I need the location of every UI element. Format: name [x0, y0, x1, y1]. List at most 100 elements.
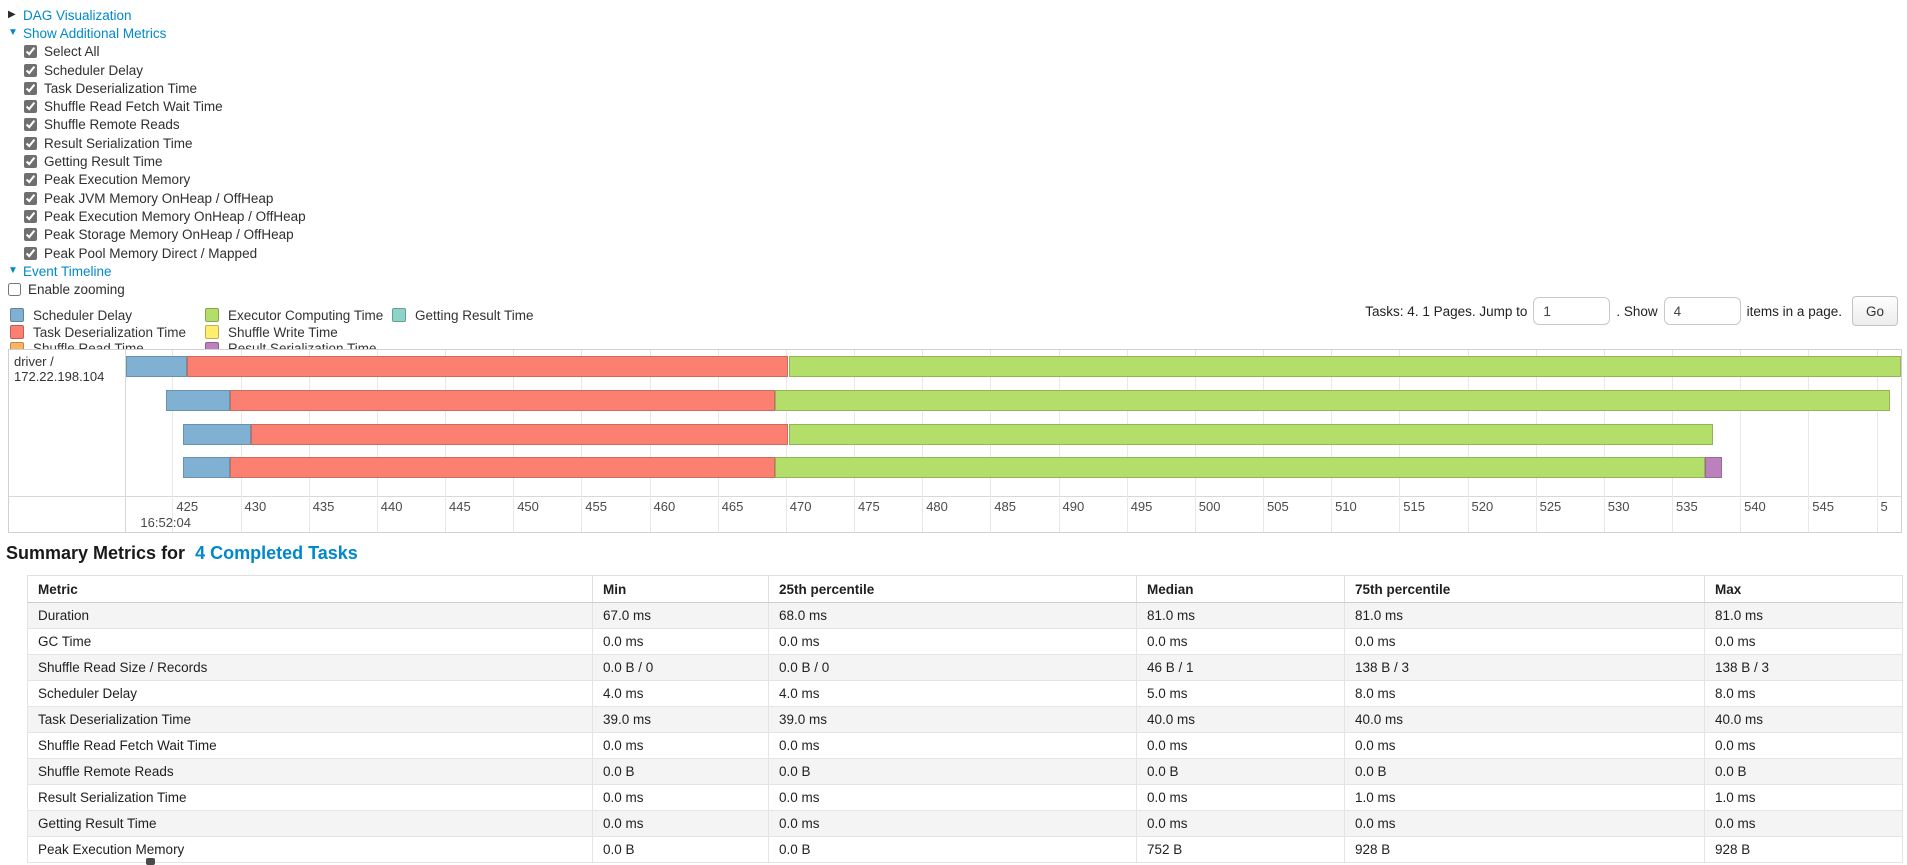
metric-checkbox-row: Peak Execution Memory — [24, 171, 306, 189]
go-button[interactable]: Go — [1851, 296, 1898, 326]
metric-checkbox[interactable] — [24, 228, 37, 242]
metric-checkbox[interactable] — [24, 136, 37, 150]
event-timeline-toggle[interactable]: ▼ Event Timeline — [8, 262, 306, 280]
metric-name-cell: Shuffle Read Fetch Wait Time — [27, 732, 593, 759]
axis-tick-label: 500 — [1198, 499, 1221, 514]
getting-result-swatch — [392, 308, 406, 323]
metric-checkbox-label: Peak Execution Memory OnHeap / OffHeap — [44, 208, 306, 224]
metric-checkbox-label: Task Deserialization Time — [44, 80, 198, 96]
metric-value-cell: 138 B / 3 — [1704, 654, 1903, 681]
show-additional-metrics-toggle[interactable]: ▼ Show Additional Metrics — [8, 24, 306, 42]
table-row: Shuffle Remote Reads 0.0 B 0.0 B 0.0 B 0.0 B… — [27, 758, 1903, 785]
metric-checkbox-row: Peak Execution Memory OnHeap / OffHeap — [24, 207, 306, 225]
executor-computing-segment[interactable] — [774, 390, 1891, 411]
metric-checkbox[interactable] — [24, 45, 37, 59]
summary-heading-prefix: Summary Metrics for — [6, 543, 186, 563]
metric-value-cell: 0.0 ms — [1136, 732, 1345, 759]
metric-checkbox-label: Getting Result Time — [44, 154, 163, 170]
metric-checkbox[interactable] — [24, 155, 37, 169]
metric-checkbox[interactable] — [24, 191, 37, 205]
scheduler-delay-segment[interactable] — [126, 356, 188, 377]
metric-checkbox-list: Select All Scheduler Delay Task Deserializ… — [8, 43, 306, 263]
metric-value-cell: 0.0 B — [1704, 758, 1903, 785]
metric-checkbox-row: Task Deserialization Time — [24, 79, 306, 97]
metric-value-cell: 0.0 ms — [1344, 628, 1705, 655]
metric-value-cell: 40.0 ms — [1136, 706, 1345, 733]
axis-tick-label: 525 — [1539, 499, 1562, 514]
jump-to-page-input[interactable] — [1533, 297, 1611, 325]
task-deserialization-segment[interactable] — [229, 457, 775, 478]
axis-tick-label: 480 — [926, 499, 948, 514]
executor-group-label: driver / 172.22.198.104 — [14, 354, 105, 384]
metric-value-cell: 0.0 ms — [592, 784, 769, 811]
expanded-arrow-icon: ▼ — [8, 265, 18, 277]
scheduler-delay-segment[interactable] — [183, 424, 252, 445]
scheduler-delay-segment[interactable] — [165, 390, 230, 411]
metric-checkbox[interactable] — [24, 246, 37, 260]
metric-value-cell: 0.0 ms — [1136, 784, 1345, 811]
task-deserialization-segment[interactable] — [187, 356, 789, 377]
stage-page-controls: ▶ DAG Visualization ▼ Show Additional Me… — [8, 6, 306, 299]
scheduler-delay-segment[interactable] — [183, 457, 230, 478]
items-per-page-input[interactable] — [1663, 297, 1741, 325]
enable-zooming-checkbox[interactable] — [8, 283, 21, 297]
task-deserialization-segment[interactable] — [251, 424, 789, 445]
metric-value-cell: 4.0 ms — [592, 680, 769, 707]
executor-computing-segment[interactable] — [774, 457, 1705, 478]
timeline-label-separator — [125, 350, 126, 532]
legend-label: Task Deserialization Time — [33, 324, 187, 340]
axis-tick-label: 515 — [1403, 499, 1425, 514]
metric-checkbox[interactable] — [24, 100, 37, 114]
metric-value-cell: 81.0 ms — [1344, 602, 1705, 629]
completed-tasks-link[interactable]: 4 Completed Tasks — [195, 543, 358, 563]
metric-checkbox-row: Shuffle Read Fetch Wait Time — [24, 97, 306, 115]
metric-checkbox[interactable] — [24, 173, 37, 187]
metric-checkbox[interactable] — [24, 81, 37, 95]
axis-tick-label: 505 — [1267, 499, 1289, 514]
metric-value-cell: 0.0 B / 0 — [768, 654, 1137, 681]
task-pagination: Tasks: 4. 1 Pages. Jump to . Show items … — [1365, 296, 1898, 326]
metric-value-cell: 0.0 B — [592, 836, 769, 863]
task-deserialization-segment[interactable] — [229, 390, 775, 411]
dag-visualization-toggle[interactable]: ▶ DAG Visualization — [8, 6, 306, 24]
metric-value-cell: 40.0 ms — [1704, 706, 1903, 733]
show-additional-metrics-label: Show Additional Metrics — [23, 25, 167, 41]
result-serialization-segment[interactable] — [1704, 457, 1723, 478]
metric-value-cell: 0.0 ms — [1704, 732, 1903, 759]
executor-computing-segment[interactable] — [788, 424, 1713, 445]
metric-checkbox[interactable] — [24, 118, 37, 132]
metric-value-cell: 0.0 ms — [592, 732, 769, 759]
metric-checkbox-label: Peak JVM Memory OnHeap / OffHeap — [44, 190, 274, 206]
metric-value-cell: 0.0 ms — [1704, 810, 1903, 837]
axis-gridline — [172, 350, 174, 532]
executor-computing-segment[interactable] — [788, 356, 1901, 377]
axis-gridline — [1740, 350, 1742, 532]
column-header: Min — [592, 575, 769, 603]
axis-tick-label: 425 — [176, 499, 199, 514]
legend-label: Shuffle Write Time — [228, 324, 338, 340]
metric-value-cell: 0.0 ms — [1136, 628, 1345, 655]
axis-tick-label: 475 — [858, 499, 880, 514]
table-header-row: Metric Min 25th percentile Median 75th perce… — [27, 575, 1903, 603]
axis-tick-label: 435 — [312, 499, 335, 514]
metric-checkbox-label: Select All — [44, 44, 100, 60]
table-row: Result Serialization Time 0.0 ms 0.0 ms 0.0… — [27, 784, 1903, 811]
table-row: Duration 67.0 ms 68.0 ms 81.0 ms 81.0 ms 81.0… — [27, 602, 1903, 629]
task-deserialization-swatch — [10, 325, 24, 340]
legend-item: Scheduler Delay — [10, 307, 205, 324]
enable-zooming-label: Enable zooming — [28, 282, 125, 298]
metric-value-cell: 0.0 ms — [592, 628, 769, 655]
legend-item: Executor Computing Time — [205, 307, 392, 324]
metric-name-cell: Peak Execution Memory — [27, 836, 593, 863]
axis-tick-label-clipped: 5 — [1880, 499, 1888, 514]
pagination-prefix-text: Tasks: 4. 1 Pages. Jump to — [1365, 303, 1528, 319]
metric-checkbox[interactable] — [24, 63, 37, 77]
timeline-plot-area: 425 430 435 440 445 450 455 460 465 470 475 480 485 4… — [126, 350, 1901, 532]
axis-tick-label: 510 — [1335, 499, 1357, 514]
column-header: 25th percentile — [768, 575, 1137, 603]
metric-value-cell: 68.0 ms — [768, 602, 1137, 629]
axis-gridline — [1808, 350, 1810, 532]
metric-value-cell: 39.0 ms — [592, 706, 769, 733]
metric-checkbox[interactable] — [24, 209, 37, 223]
clipped-next-section-fragment — [146, 858, 155, 865]
